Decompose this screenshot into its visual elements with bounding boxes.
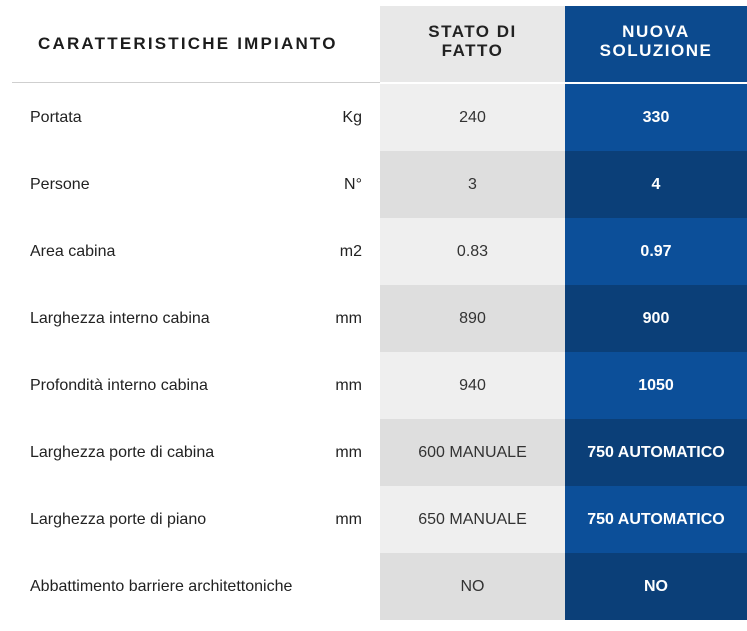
header-current-state: STATO DI FATTO bbox=[380, 6, 565, 82]
header-current-state-label: STATO DI FATTO bbox=[380, 22, 565, 60]
row-new-value: 330 bbox=[565, 84, 747, 151]
row-current-value: 240 bbox=[380, 84, 565, 151]
row-unit: m2 bbox=[339, 242, 362, 260]
row-label: Larghezza porte di cabina bbox=[30, 443, 215, 461]
row-new-value: 750 AUTOMATICO bbox=[565, 486, 747, 553]
row-unit: N° bbox=[344, 175, 362, 193]
table-row: Persone N° 3 4 bbox=[0, 151, 747, 218]
row-new-value: 1050 bbox=[565, 352, 747, 419]
header-new-solution-label: NUOVA SOLUZIONE bbox=[565, 22, 747, 60]
header-current-line2: FATTO bbox=[441, 41, 504, 60]
row-current-value: 0.83 bbox=[380, 218, 565, 285]
table-row: Larghezza porte di piano mm 650 MANUALE 750… bbox=[0, 486, 747, 553]
row-new-value: 750 AUTOMATICO bbox=[565, 419, 747, 486]
row-current-value: 650 MANUALE bbox=[380, 486, 565, 553]
row-unit: mm bbox=[335, 443, 362, 461]
row-label: Larghezza porte di piano bbox=[30, 510, 207, 528]
table-row: Portata Kg 240 330 bbox=[0, 84, 747, 151]
table-row: Larghezza interno cabina mm 890 900 bbox=[0, 285, 747, 352]
row-label: Portata bbox=[30, 108, 82, 126]
header-new-solution: NUOVA SOLUZIONE bbox=[565, 6, 747, 82]
row-unit: Kg bbox=[342, 108, 362, 126]
row-new-value: 0.97 bbox=[565, 218, 747, 285]
row-current-value: 600 MANUALE bbox=[380, 419, 565, 486]
table-row: Profondità interno cabina mm 940 1050 bbox=[0, 352, 747, 419]
row-unit: mm bbox=[335, 510, 362, 528]
header-new-line1: NUOVA bbox=[622, 22, 690, 41]
row-current-value: 940 bbox=[380, 352, 565, 419]
row-unit: mm bbox=[335, 376, 362, 394]
row-label: Persone bbox=[30, 175, 90, 193]
row-label: Area cabina bbox=[30, 242, 116, 260]
row-current-value: 890 bbox=[380, 285, 565, 352]
header-features: CARATTERISTICHE IMPIANTO bbox=[12, 6, 380, 82]
row-current-value: 3 bbox=[380, 151, 565, 218]
row-current-value: NO bbox=[380, 553, 565, 620]
table-row: Abbattimento barriere architettoniche NO N… bbox=[0, 553, 747, 620]
header-divider bbox=[12, 82, 380, 83]
row-label: Abbattimento barriere architettoniche bbox=[30, 577, 293, 595]
row-unit bbox=[300, 553, 362, 620]
row-new-value: NO bbox=[565, 553, 747, 620]
row-label: Larghezza interno cabina bbox=[30, 309, 210, 327]
table-row: Area cabina m2 0.83 0.97 bbox=[0, 218, 747, 285]
header-new-line2: SOLUZIONE bbox=[599, 41, 713, 60]
header-title: CARATTERISTICHE IMPIANTO bbox=[38, 34, 338, 53]
table-row: Larghezza porte di cabina mm 600 MANUALE 75… bbox=[0, 419, 747, 486]
row-label: Profondità interno cabina bbox=[30, 376, 208, 394]
header-current-line1: STATO DI bbox=[428, 22, 517, 41]
row-new-value: 4 bbox=[565, 151, 747, 218]
row-unit: mm bbox=[335, 309, 362, 327]
row-new-value: 900 bbox=[565, 285, 747, 352]
